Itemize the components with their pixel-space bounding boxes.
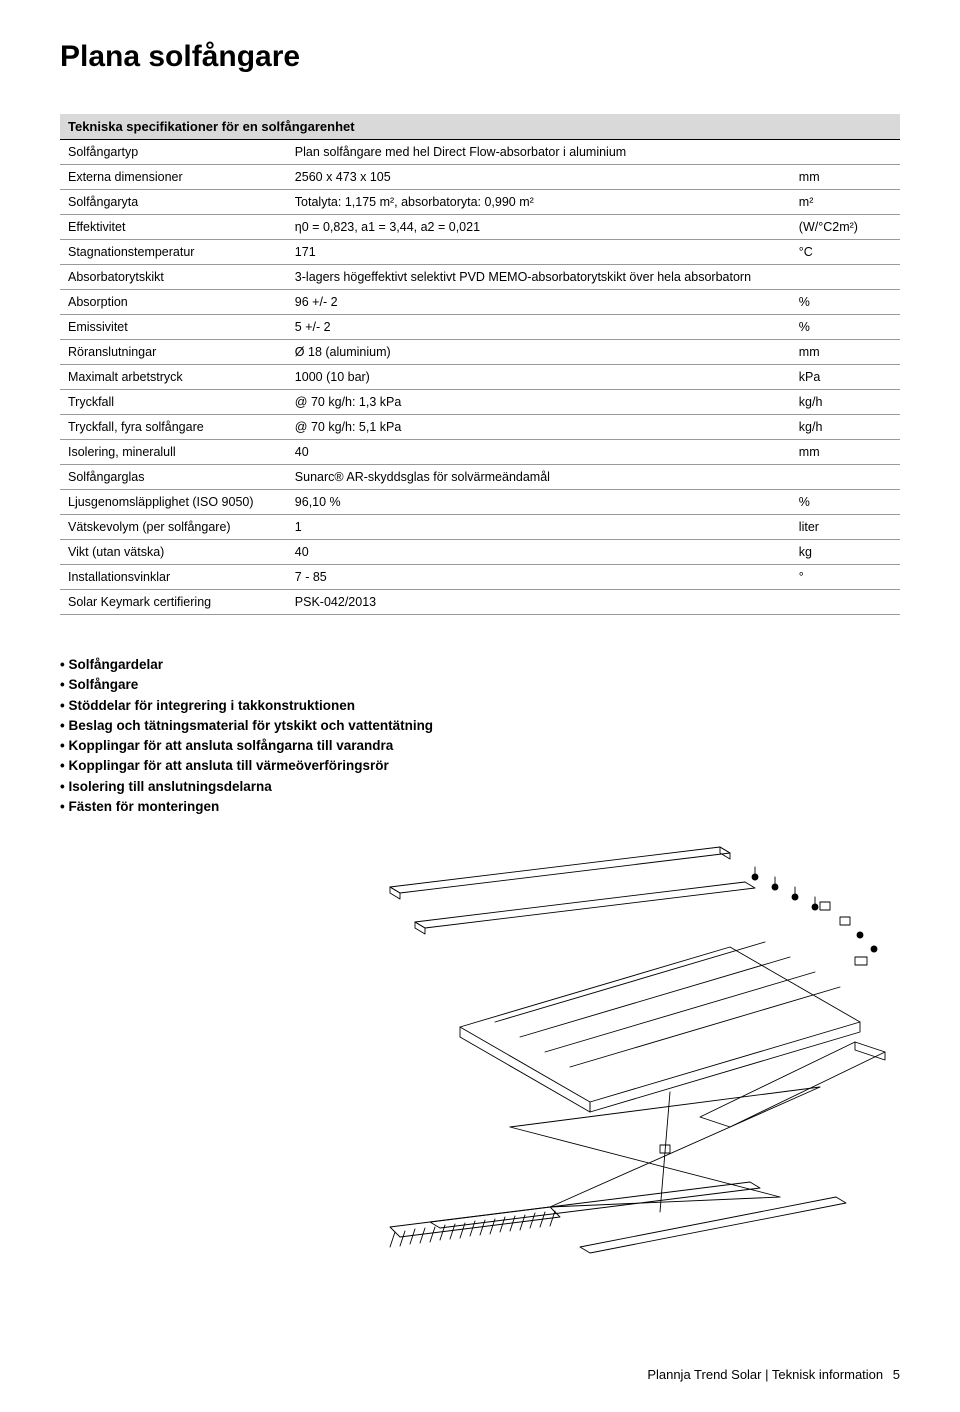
spec-unit: mm xyxy=(791,340,900,365)
spec-unit: kg/h xyxy=(791,390,900,415)
table-row: Vikt (utan vätska)40kg xyxy=(60,540,900,565)
spec-label: Stagnationstemperatur xyxy=(60,240,287,265)
spec-unit: % xyxy=(791,290,900,315)
spec-unit: mm xyxy=(791,165,900,190)
spec-value: @ 70 kg/h: 1,3 kPa xyxy=(287,390,791,415)
spec-unit: kPa xyxy=(791,365,900,390)
spec-value: PSK-042/2013 xyxy=(287,590,791,615)
spec-label: Solar Keymark certifiering xyxy=(60,590,287,615)
table-row: Tryckfall@ 70 kg/h: 1,3 kPakg/h xyxy=(60,390,900,415)
table-row: Installationsvinklar7 - 85° xyxy=(60,565,900,590)
parts-list: SolfångardelarSolfångareStöddelar för in… xyxy=(60,655,900,817)
spec-label: Solfångarglas xyxy=(60,465,287,490)
spec-unit xyxy=(791,140,900,165)
footer-text: Plannja Trend Solar | Teknisk informatio… xyxy=(647,1367,883,1382)
spec-value: Ø 18 (aluminium) xyxy=(287,340,791,365)
spec-label: Tryckfall, fyra solfångare xyxy=(60,415,287,440)
spec-unit: kg/h xyxy=(791,415,900,440)
list-item: Solfångare xyxy=(60,675,900,695)
spec-label: Röranslutningar xyxy=(60,340,287,365)
spec-label: Effektivitet xyxy=(60,215,287,240)
table-row: RöranslutningarØ 18 (aluminium)mm xyxy=(60,340,900,365)
spec-unit xyxy=(791,590,900,615)
spec-value: 96,10 % xyxy=(287,490,791,515)
table-row: Tryckfall, fyra solfångare@ 70 kg/h: 5,1… xyxy=(60,415,900,440)
spec-table-header: Tekniska specifikationer för en solfånga… xyxy=(60,114,900,140)
spec-unit: ° xyxy=(791,565,900,590)
table-row: Isolering, mineralull40mm xyxy=(60,440,900,465)
spec-unit: °C xyxy=(791,240,900,265)
table-row: SolfångartypPlan solfångare med hel Dire… xyxy=(60,140,900,165)
table-row: Solar Keymark certifieringPSK-042/2013 xyxy=(60,590,900,615)
list-item: Solfångardelar xyxy=(60,655,900,675)
spec-label: Tryckfall xyxy=(60,390,287,415)
spec-label: Isolering, mineralull xyxy=(60,440,287,465)
spec-label: Absorption xyxy=(60,290,287,315)
table-row: Ljusgenomsläpplighet (ISO 9050)96,10 %% xyxy=(60,490,900,515)
footer-page-number: 5 xyxy=(893,1367,900,1382)
spec-unit: (W/°C2m²) xyxy=(791,215,900,240)
spec-unit: kg xyxy=(791,540,900,565)
page-title: Plana solfångare xyxy=(60,40,900,74)
spec-label: Ljusgenomsläpplighet (ISO 9050) xyxy=(60,490,287,515)
spec-label: Vikt (utan vätska) xyxy=(60,540,287,565)
spec-unit xyxy=(791,465,900,490)
list-item: Isolering till anslutningsdelarna xyxy=(60,777,900,797)
spec-value: η0 = 0,823, a1 = 3,44, a2 = 0,021 xyxy=(287,215,791,240)
exploded-diagram xyxy=(60,827,900,1267)
spec-value: 5 +/- 2 xyxy=(287,315,791,340)
spec-table: Tekniska specifikationer för en solfånga… xyxy=(60,114,900,615)
spec-value: Plan solfångare med hel Direct Flow-abso… xyxy=(287,140,791,165)
list-item: Stöddelar för integrering i takkonstrukt… xyxy=(60,696,900,716)
spec-value: 2560 x 473 x 105 xyxy=(287,165,791,190)
list-item: Kopplingar för att ansluta solfångarna t… xyxy=(60,736,900,756)
spec-unit: m² xyxy=(791,190,900,215)
table-row: Vätskevolym (per solfångare)1liter xyxy=(60,515,900,540)
spec-label: Vätskevolym (per solfångare) xyxy=(60,515,287,540)
spec-label: Externa dimensioner xyxy=(60,165,287,190)
spec-value: Sunarc® AR-skyddsglas för solvärmeändamå… xyxy=(287,465,791,490)
table-row: Effektivitetη0 = 0,823, a1 = 3,44, a2 = … xyxy=(60,215,900,240)
spec-value: 40 xyxy=(287,540,791,565)
spec-value: 171 xyxy=(287,240,791,265)
spec-label: Solfångaryta xyxy=(60,190,287,215)
spec-label: Absorbatorytskikt xyxy=(60,265,287,290)
spec-unit: % xyxy=(791,315,900,340)
page-footer: Plannja Trend Solar | Teknisk informatio… xyxy=(60,1367,900,1382)
table-row: Externa dimensioner2560 x 473 x 105mm xyxy=(60,165,900,190)
spec-unit xyxy=(791,265,900,290)
spec-label: Solfångartyp xyxy=(60,140,287,165)
spec-value: 3-lagers högeffektivt selektivt PVD MEMO… xyxy=(287,265,791,290)
list-item: Kopplingar för att ansluta till värmeöve… xyxy=(60,756,900,776)
spec-unit: % xyxy=(791,490,900,515)
table-row: Absorption96 +/- 2% xyxy=(60,290,900,315)
table-row: Stagnationstemperatur171°C xyxy=(60,240,900,265)
spec-unit: liter xyxy=(791,515,900,540)
spec-value: 1000 (10 bar) xyxy=(287,365,791,390)
table-row: SolfångarglasSunarc® AR-skyddsglas för s… xyxy=(60,465,900,490)
table-row: SolfångarytaTotalyta: 1,175 m², absorbat… xyxy=(60,190,900,215)
spec-label: Installationsvinklar xyxy=(60,565,287,590)
spec-label: Maximalt arbetstryck xyxy=(60,365,287,390)
table-row: Absorbatorytskikt3-lagers högeffektivt s… xyxy=(60,265,900,290)
list-item: Fästen för monteringen xyxy=(60,797,900,817)
table-row: Emissivitet5 +/- 2% xyxy=(60,315,900,340)
spec-value: 96 +/- 2 xyxy=(287,290,791,315)
list-item: Beslag och tätningsmaterial för ytskikt … xyxy=(60,716,900,736)
spec-value: Totalyta: 1,175 m², absorbatoryta: 0,990… xyxy=(287,190,791,215)
table-row: Maximalt arbetstryck1000 (10 bar)kPa xyxy=(60,365,900,390)
spec-value: @ 70 kg/h: 5,1 kPa xyxy=(287,415,791,440)
spec-value: 40 xyxy=(287,440,791,465)
spec-unit: mm xyxy=(791,440,900,465)
spec-value: 1 xyxy=(287,515,791,540)
spec-value: 7 - 85 xyxy=(287,565,791,590)
spec-label: Emissivitet xyxy=(60,315,287,340)
